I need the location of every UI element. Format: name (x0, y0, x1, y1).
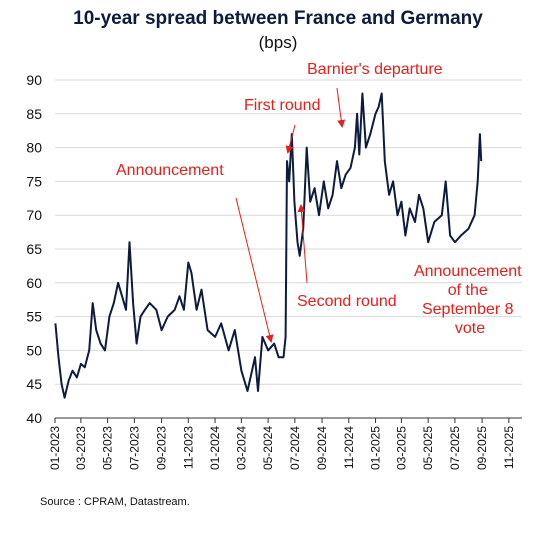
y-tick-label-40: 40 (26, 410, 42, 426)
annotation-sept8-line1: Announcement (414, 263, 522, 280)
x-tick-label-07-2023: 07-2023 (127, 426, 141, 470)
x-tick-label-11-2024: 11-2024 (342, 426, 356, 469)
y-tick-label-60: 60 (26, 275, 42, 291)
x-tick-label-05-2024: 05-2024 (261, 426, 275, 470)
x-tick-label-03-2024: 03-2024 (234, 426, 248, 470)
y-tick-label-70: 70 (26, 207, 42, 223)
y-tick-label-45: 45 (26, 376, 42, 392)
x-tick-label-07-2025: 07-2025 (448, 426, 462, 470)
x-tick-label-09-2024: 09-2024 (315, 426, 329, 470)
y-tick-label-80: 80 (26, 140, 42, 156)
chart-title: 10-year spread between France and German… (73, 8, 483, 29)
series-group (54, 92, 483, 399)
y-tick-label-65: 65 (26, 241, 42, 257)
y-tick-label-55: 55 (26, 309, 42, 325)
annotation-first-round: First round (244, 97, 320, 114)
chart-subtitle: (bps) (258, 33, 298, 52)
source-note: Source : CPRAM, Datastream. (40, 496, 190, 508)
annotation-barnier: Barnier's departure (307, 61, 443, 78)
y-tick-label-90: 90 (26, 72, 42, 88)
x-tick-label-01-2025: 01-2025 (369, 426, 383, 470)
x-tick-label-11-2023: 11-2023 (181, 426, 195, 469)
annotation-sept8-line4: vote (455, 320, 485, 337)
x-tick-label-01-2023: 01-2023 (48, 426, 62, 470)
y-axis-tick-labels: 40 45 50 55 60 65 70 75 80 85 90 (26, 72, 42, 426)
annotation-announcement-arrow (235, 197, 274, 343)
annotation-sept8-line2: of the (448, 282, 488, 299)
annotation-second-round-arrow (297, 204, 308, 284)
series-line-0 (54, 92, 483, 399)
y-tick-label-75: 75 (26, 173, 42, 189)
x-axis-tick-labels: 01-2023 03-2023 05-2023 07-2023 09-2023 11-20… (48, 426, 516, 470)
x-tick-label-05-2025: 05-2025 (421, 426, 435, 470)
y-tick-label-85: 85 (26, 106, 42, 122)
x-tick-label-05-2023: 05-2023 (101, 426, 115, 470)
annotations: Announcement First round Second round Ba… (116, 61, 526, 343)
x-tick-label-03-2023: 03-2023 (74, 426, 88, 470)
annotation-sept8-line3: September 8 (422, 301, 514, 318)
gridlines (55, 79, 522, 385)
annotation-second-round: Second round (297, 293, 397, 310)
x-tick-label-01-2024: 01-2024 (208, 426, 222, 470)
x-axis (54, 417, 522, 423)
y-tick-label-50: 50 (26, 342, 42, 358)
annotation-barnier-arrow (336, 87, 346, 128)
annotation-sept8: Announcement of the September 8 vote (414, 263, 526, 337)
x-tick-label-07-2024: 07-2024 (288, 426, 302, 470)
annotation-first-round-arrow (285, 124, 296, 154)
x-tick-label-11-2025: 11-2025 (502, 426, 516, 469)
x-tick-label-09-2025: 09-2025 (475, 426, 489, 470)
x-tick-label-09-2023: 09-2023 (155, 426, 169, 470)
annotation-announcement: Announcement (116, 162, 224, 179)
x-tick-label-03-2025: 03-2025 (394, 426, 408, 470)
